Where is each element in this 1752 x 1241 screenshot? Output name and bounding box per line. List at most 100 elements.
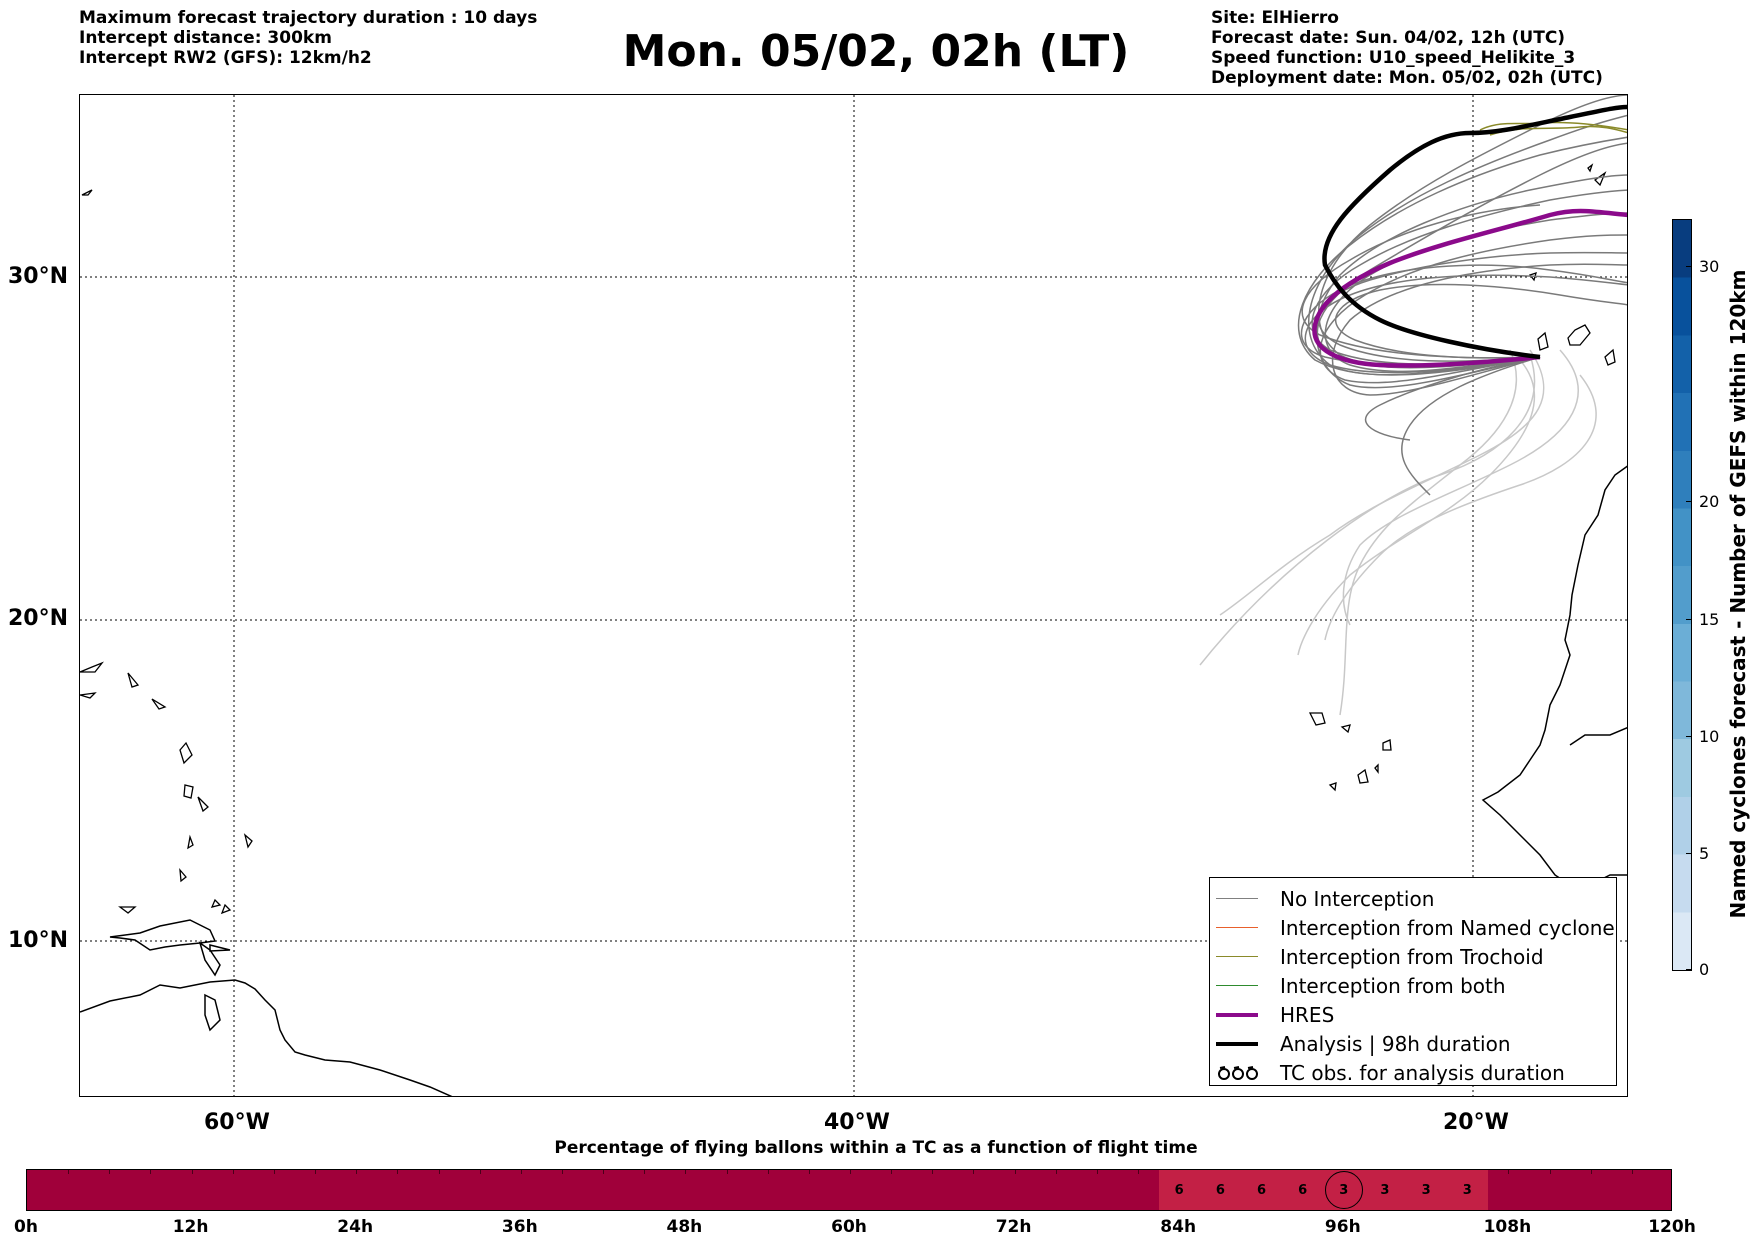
lon-tick-40w: 40°W <box>824 1110 890 1135</box>
coastline-south-america <box>80 919 453 1096</box>
page-title: Mon. 05/02, 02h (LT) <box>622 26 1130 77</box>
legend-label: HRES <box>1280 1002 1335 1027</box>
timeline-tick <box>273 1170 275 1174</box>
legend-label: No Interception <box>1280 886 1435 911</box>
current-time-marker-icon <box>1324 1171 1363 1209</box>
timeline-cell: 6 <box>1282 1170 1324 1210</box>
timeline-cell: 3 <box>1364 1170 1406 1210</box>
legend-label: Interception from Named cyclone <box>1280 915 1615 940</box>
info-line: Speed function: U10_speed_Helikite_3 <box>1211 48 1576 68</box>
timeline-hour-label: 36h <box>501 1217 538 1237</box>
timeline-tick <box>808 1170 810 1174</box>
legend-line-trochoid <box>1216 956 1258 957</box>
timeline-tick <box>1508 1170 1510 1174</box>
coastline-africa <box>1481 465 1627 886</box>
timeline-tick <box>561 1170 563 1174</box>
timeline-tick <box>1549 1170 1551 1174</box>
colorbar-tick: 5 <box>1699 844 1710 863</box>
timeline-cell: 6 <box>1158 1170 1200 1210</box>
timeline-hour-label: 0h <box>14 1217 38 1237</box>
timeline-tick <box>850 1170 851 1174</box>
legend-label: Interception from Trochoid <box>1280 944 1544 969</box>
trajectories-light <box>1199 349 1597 716</box>
hres-trajectory <box>1312 208 1627 368</box>
timeline-hour-label: 72h <box>995 1217 1032 1237</box>
timeline-hour-label: 84h <box>1160 1217 1197 1237</box>
timeline-tick <box>767 1170 769 1174</box>
timeline-tick <box>1014 1170 1016 1174</box>
lat-tick-30: 30°N <box>8 264 69 289</box>
lat-tick-20: 20°N <box>8 606 69 631</box>
timeline-tick <box>438 1170 440 1174</box>
lat-tick-10: 10°N <box>8 928 69 953</box>
info-line: Site: ElHierro <box>1211 8 1339 28</box>
timeline-tick <box>397 1170 399 1174</box>
legend-line-analysis <box>1216 1041 1258 1046</box>
timeline-tick <box>191 1170 193 1174</box>
timeline-tick <box>520 1170 522 1174</box>
colorbar-tick: 0 <box>1699 960 1710 979</box>
timeline-tick <box>1138 1170 1140 1174</box>
legend-entry: No Interception <box>1216 884 1616 913</box>
trajectory-info: Maximum forecast trajectory duration : 1… <box>79 8 537 68</box>
timeline-tick <box>479 1170 481 1174</box>
legend-line-both <box>1216 985 1258 986</box>
info-line: Maximum forecast trajectory duration : 1… <box>79 8 538 28</box>
timeline-hour-label: 60h <box>831 1217 867 1237</box>
colorbar-tick: 15 <box>1699 610 1720 629</box>
tc-obs-symbol-icon <box>1218 1065 1258 1080</box>
timeline-tick <box>685 1170 687 1174</box>
info-line: Intercept RW2 (GFS): 12km/h2 <box>79 48 372 68</box>
timeline-tick <box>726 1170 728 1174</box>
timeline-hour-label: 12h <box>172 1217 209 1237</box>
timeline-tick <box>150 1170 152 1174</box>
map-legend: No Interception Interception from Named … <box>1209 877 1617 1086</box>
colorbar <box>1672 219 1692 971</box>
analysis-trajectory <box>1322 104 1627 360</box>
map-canvas <box>80 95 1627 1096</box>
timeline-tick <box>1096 1170 1098 1174</box>
legend-entry: HRES <box>1216 1000 1616 1029</box>
colorbar-tick: 10 <box>1699 727 1720 746</box>
timeline-cell: 3 <box>1446 1170 1488 1210</box>
trajectories-no-interception <box>1297 95 1627 496</box>
timeline-tick <box>68 1170 70 1174</box>
lon-tick-20w: 20°W <box>1443 1110 1509 1135</box>
timeline-tick <box>973 1170 975 1174</box>
legend-line-hres <box>1216 1012 1258 1017</box>
lon-tick-60w: 60°W <box>204 1110 270 1135</box>
timeline-cell: 6 <box>1240 1170 1283 1210</box>
timeline-tick <box>356 1170 358 1174</box>
info-line: Intercept distance: 300km <box>79 28 332 48</box>
timeline-cell: 6 <box>1199 1170 1241 1210</box>
coastline-canary-islands <box>1528 163 1616 366</box>
legend-label: Interception from both <box>1280 973 1506 998</box>
info-line: Forecast date: Sun. 04/02, 12h (UTC) <box>1211 28 1566 48</box>
colorbar-label: Named cyclones forecast - Number of GEFS… <box>1726 269 1750 919</box>
legend-label: TC obs. for analysis duration <box>1280 1060 1565 1085</box>
legend-entry: Interception from Named cyclone <box>1216 913 1616 942</box>
legend-entry: Analysis | 98h duration <box>1216 1029 1616 1058</box>
legend-line-named-cyclone <box>1216 927 1258 928</box>
timeline-tick <box>932 1170 934 1174</box>
timeline-hour-label: 24h <box>337 1217 374 1237</box>
site-info: Site: ElHierro Forecast date: Sun. 04/02… <box>1211 8 1603 88</box>
timeline-hour-label: 108h <box>1483 1217 1532 1237</box>
colorbar-tick: 20 <box>1699 492 1720 511</box>
coastline-caribbean-islands <box>80 189 253 915</box>
legend-line-no-interception <box>1216 898 1258 899</box>
timeline-cell: 3 <box>1323 1170 1365 1210</box>
legend-label: Analysis | 98h duration <box>1280 1031 1511 1056</box>
timeline-tick <box>1055 1170 1057 1174</box>
coastline-cape-verde <box>1308 712 1392 792</box>
timeline-hour-label: 48h <box>666 1217 703 1237</box>
legend-entry: Interception from both <box>1216 971 1616 1000</box>
timeline-hour-label: 120h <box>1648 1217 1696 1237</box>
timeline-tick <box>232 1170 234 1174</box>
legend-entry: TC obs. for analysis duration <box>1216 1058 1616 1087</box>
timeline-tick <box>891 1170 893 1174</box>
timeline-tick <box>603 1170 605 1174</box>
timeline-tick <box>1590 1170 1592 1174</box>
timeline-tick <box>644 1170 646 1174</box>
